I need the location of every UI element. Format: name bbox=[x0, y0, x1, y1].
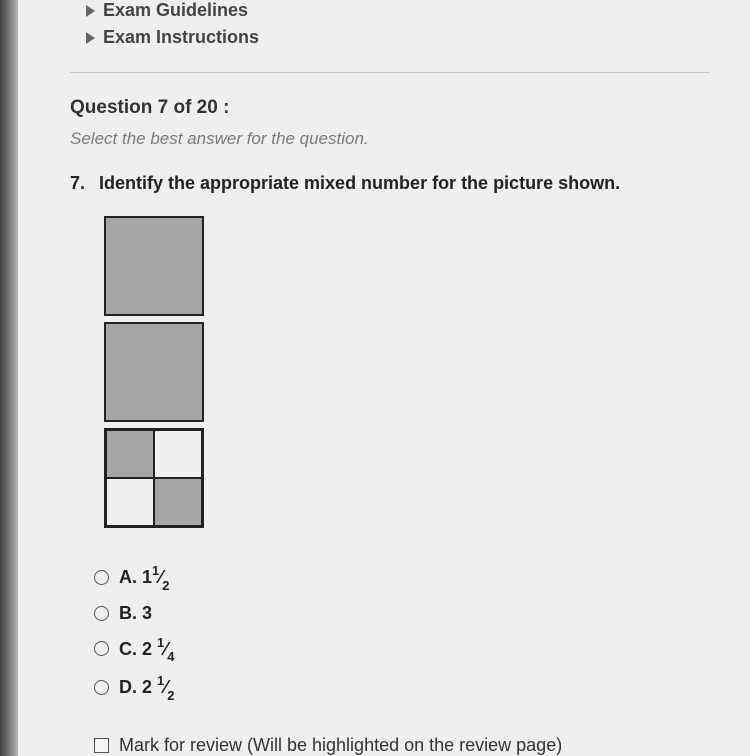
mark-for-review[interactable]: Mark for review (Will be highlighted on … bbox=[94, 735, 710, 756]
accordion-label: Exam Guidelines bbox=[103, 0, 248, 21]
question-prompt-line: 7. Identify the appropriate mixed number… bbox=[70, 173, 710, 194]
accordion-label: Exam Instructions bbox=[103, 27, 259, 48]
choice-d[interactable]: D. 2 1⁄2 bbox=[94, 674, 710, 701]
accordion-exam-instructions[interactable]: Exam Instructions bbox=[70, 27, 710, 54]
radio-icon bbox=[94, 606, 109, 621]
divider bbox=[70, 72, 710, 73]
checkbox-icon bbox=[94, 738, 109, 753]
question-header: Question 7 of 20 : bbox=[70, 97, 710, 119]
choice-a[interactable]: A. 11⁄2 bbox=[94, 564, 710, 591]
accordion-exam-guidelines[interactable]: Exam Guidelines bbox=[70, 0, 710, 27]
choice-label: C. 2 1⁄4 bbox=[119, 636, 174, 663]
chevron-right-icon bbox=[86, 32, 95, 44]
question-subtitle: Select the best answer for the question. bbox=[70, 129, 710, 149]
quarter-cell-filled bbox=[154, 478, 202, 526]
choice-label: A. 11⁄2 bbox=[119, 564, 169, 591]
radio-icon bbox=[94, 641, 109, 656]
quarter-cell-filled bbox=[106, 430, 154, 478]
quarter-cell-empty bbox=[154, 430, 202, 478]
photo-edge-shadow bbox=[0, 0, 18, 756]
radio-icon bbox=[94, 680, 109, 695]
choice-c[interactable]: C. 2 1⁄4 bbox=[94, 636, 710, 663]
quarter-square bbox=[104, 428, 204, 528]
choice-label: D. 2 1⁄2 bbox=[119, 674, 174, 701]
review-label: Mark for review (Will be highlighted on … bbox=[119, 735, 562, 756]
question-prompt: Identify the appropriate mixed number fo… bbox=[99, 173, 620, 194]
quarter-cell-empty bbox=[106, 478, 154, 526]
choice-b[interactable]: B. 3 bbox=[94, 603, 710, 624]
answer-choices: A. 11⁄2 B. 3 C. 2 1⁄4 D. 2 1⁄2 bbox=[94, 564, 710, 701]
fraction-figure bbox=[104, 216, 710, 528]
radio-icon bbox=[94, 570, 109, 585]
chevron-right-icon bbox=[86, 5, 95, 17]
choice-label: B. 3 bbox=[119, 603, 152, 624]
whole-square-filled bbox=[104, 322, 204, 422]
whole-square-filled bbox=[104, 216, 204, 316]
question-number: 7. bbox=[70, 173, 85, 194]
exam-page: Exam Guidelines Exam Instructions Questi… bbox=[0, 0, 750, 756]
